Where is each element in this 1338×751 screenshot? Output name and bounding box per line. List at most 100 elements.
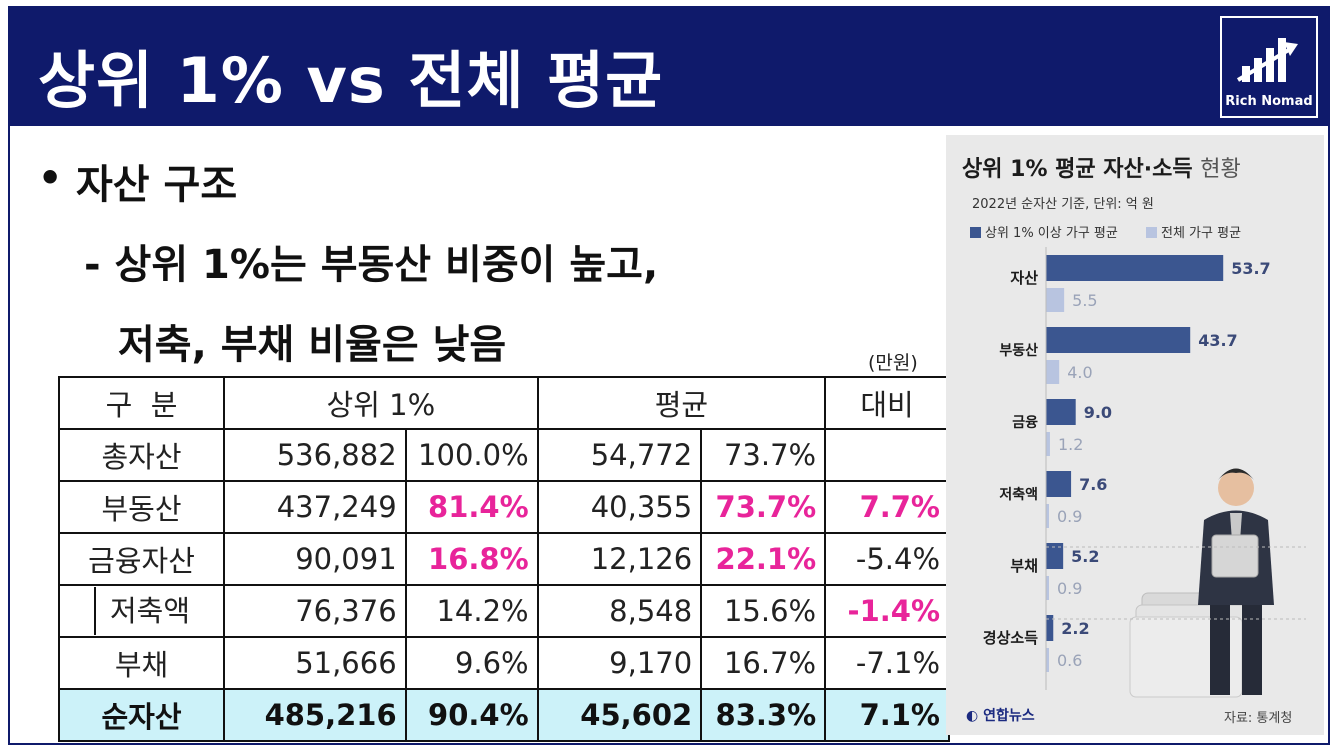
bar-chart: 자산 53.7 5.5 부동산 43.7 4.0 금융 9.01.2 저축액 7.6 0.9 부채 5.… [983,247,1306,698]
diff [824,428,950,482]
top-value: 437,249 [223,480,407,534]
category-label: 저축액 [999,486,1038,503]
bar-average [1046,576,1049,600]
yonhap-logo-text: 연합뉴스 [983,708,1035,724]
value-label-top1: 7.6 [1079,475,1107,494]
avg-value: 9,170 [536,636,703,690]
top-value: 76,376 [223,584,407,638]
slide-frame: 상위 1% vs 전체 평균 Rich Nomad • 자산 구조 - 상위 1… [8,6,1330,745]
diff: -5.4% [824,532,950,586]
sub-point-line-2: 저축, 부채 비율은 낮음 [118,322,507,368]
value-label-average: 1.2 [1058,435,1083,454]
header-average: 평균 [536,376,827,430]
value-label-top1: 9.0 [1084,403,1112,422]
top-pct: 100.0% [404,428,539,482]
diff: -1.4% [824,584,950,638]
value-label-average: 0.9 [1057,579,1082,598]
bar-average [1046,648,1049,672]
avg-value: 45,602 [536,688,703,742]
infographic-title: 상위 1% 평균 자산·소득 현황 [962,151,1241,183]
slide-title: 상위 1% vs 전체 평균 [38,44,664,117]
bar-top1 [1046,327,1191,353]
bar-top1 [1046,471,1072,497]
bar-average [1046,360,1060,384]
logo-text: Rich Nomad [1225,94,1313,109]
bar-average [1046,504,1049,528]
infographic-panel: 자산 53.7 5.5 부동산 43.7 4.0 금융 9.0 1.2 저축액 7.6 0.9 부채 5.… [946,135,1324,735]
top-pct: 14.2% [404,584,539,638]
avg-pct: 83.3% [700,688,827,742]
header-category: 구 분 [57,376,226,430]
chart-marks: 자산 53.7 5.5 부동산 43.7 4.0 금융 9.01.2 저축액 7.6 0.9 부채 5.… [983,255,1271,672]
legend-item-top1: 상위 1% 이상 가구 평균 [970,222,1118,241]
diff: -7.1% [824,636,950,690]
asset-comparison-table: 구 분 상위 1% 평균 대비 총자산 536,882 100.0% 54,77… [57,376,950,742]
growth-chart-icon [1236,38,1298,82]
value-label-top1: 53.7 [1231,259,1270,278]
legend-label-top1: 상위 1% 이상 가구 평균 [985,226,1118,241]
category-label: 경상소득 [983,629,1038,647]
avg-value: 40,355 [536,480,703,534]
bullet-dot: • [38,156,63,200]
legend-item-average: 전체 가구 평균 [1146,222,1241,241]
table-row: 부동산 437,249 81.4% 40,355 73.7% 7.7% [57,480,950,534]
avg-pct: 16.7% [700,636,827,690]
businessman-illustration [1129,468,1274,698]
value-label-top1: 43.7 [1198,331,1237,350]
bar-average [1046,432,1050,456]
row-label: 부채 [57,636,226,690]
value-label-average: 4.0 [1067,363,1092,382]
sub-point-line-1: - 상위 1%는 부동산 비중이 높고, [84,242,659,288]
top-pct: 16.8% [404,532,539,586]
row-label-cell: 저축액 [57,584,226,638]
row-label: 부동산 [57,480,226,534]
avg-pct: 22.1% [700,532,827,586]
yonhap-logo: ◐ 연합뉴스 [966,708,1035,724]
bullet-heading: 자산 구조 [76,162,238,208]
category-label: 금융 [1012,415,1038,431]
table-row: 금융자산 90,091 16.8% 12,126 22.1% -5.4% [57,532,950,586]
rich-nomad-logo: Rich Nomad [1220,16,1318,118]
avg-pct: 73.7% [700,428,827,482]
row-label: 순자산 [57,688,226,742]
top-pct: 81.4% [404,480,539,534]
table-header-row: 구 분 상위 1% 평균 대비 [57,376,950,430]
bar-average [1046,288,1065,312]
bar-top1 [1046,255,1224,281]
avg-value: 12,126 [536,532,703,586]
row-label: 저축액 [94,587,190,635]
bar-top1 [1046,543,1064,569]
table-total-row: 순자산 485,216 90.4% 45,602 83.3% 7.1% [57,688,950,742]
top-value: 51,666 [223,636,407,690]
table-row: 저축액 76,376 14.2% 8,548 15.6% -1.4% [57,584,950,638]
top-value: 536,882 [223,428,407,482]
legend-swatch-average [1146,227,1157,238]
header-bar: 상위 1% vs 전체 평균 Rich Nomad [10,8,1328,126]
bar-top1 [1046,615,1054,641]
row-label: 총자산 [57,428,226,482]
avg-value: 8,548 [536,584,703,638]
value-label-average: 5.5 [1072,291,1097,310]
diff: 7.7% [824,480,950,534]
diff: 7.1% [824,688,950,742]
value-label-top1: 5.2 [1071,547,1099,566]
avg-pct: 73.7% [700,480,827,534]
avg-pct: 15.6% [700,584,827,638]
legend-label-average: 전체 가구 평균 [1161,226,1242,241]
infographic-subtitle: 2022년 순자산 기준, 단위: 억 원 [972,197,1154,212]
value-label-average: 0.6 [1057,651,1082,670]
top-pct: 90.4% [404,688,539,742]
avg-value: 54,772 [536,428,703,482]
category-label: 부채 [1010,557,1038,575]
source-text: 자료: 통계청 [1224,711,1293,726]
top-value: 485,216 [223,688,407,742]
table-row: 총자산 536,882 100.0% 54,772 73.7% [57,428,950,482]
top-value: 90,091 [223,532,407,586]
top-pct: 9.6% [404,636,539,690]
infographic-title-bold: 상위 1% 평균 자산·소득 [962,157,1193,182]
category-label: 부동산 [999,342,1038,359]
legend-swatch-top1 [970,227,981,238]
category-label: 자산 [1010,269,1038,287]
value-label-average: 0.9 [1057,507,1082,526]
header-diff: 대비 [824,376,950,430]
